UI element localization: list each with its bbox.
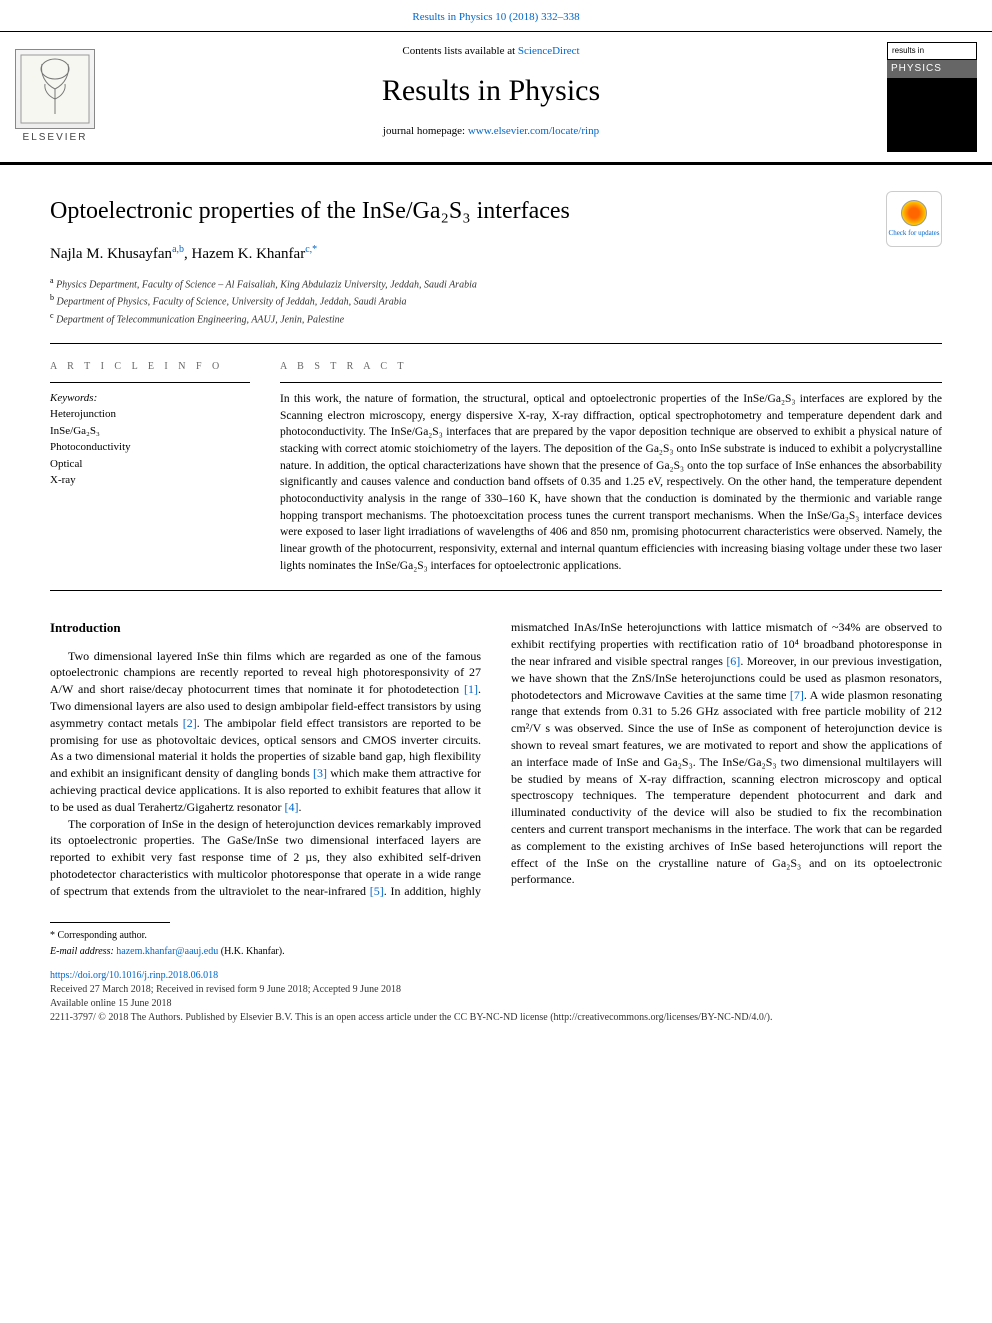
citation-ref[interactable]: [5]	[370, 884, 384, 898]
journal-homepage-link[interactable]: www.elsevier.com/locate/rinp	[468, 125, 599, 137]
available-online-line: Available online 15 June 2018	[50, 997, 942, 1011]
publisher-logo-block: ELSEVIER	[0, 38, 110, 156]
keyword-item: X-ray	[50, 472, 250, 489]
keywords-label: Keywords:	[50, 391, 250, 406]
publisher-name: ELSEVIER	[23, 131, 88, 145]
contents-prefix: Contents lists available at	[402, 45, 517, 57]
keywords-list: HeterojunctionInSe/Ga₂S₃Photoconductivit…	[50, 406, 250, 489]
masthead-center: Contents lists available at ScienceDirec…	[110, 38, 872, 156]
body-paragraph: Two dimensional layered InSe thin films …	[50, 648, 481, 816]
citation-ref[interactable]: [3]	[313, 766, 327, 780]
contents-available-line: Contents lists available at ScienceDirec…	[110, 44, 872, 59]
authors-line: Najla M. Khusayfana,b, Hazem K. Khanfarc…	[50, 243, 942, 265]
running-header: Results in Physics 10 (2018) 332–338	[0, 0, 992, 31]
journal-title: Results in Physics	[110, 70, 872, 112]
journal-cover-block: results in PHYSICS	[872, 38, 992, 156]
cover-top-text: results in	[887, 42, 977, 59]
elsevier-tree-icon	[15, 49, 95, 129]
article-info-column: A R T I C L E I N F O Keywords: Heteroju…	[50, 360, 250, 574]
received-line: Received 27 March 2018; Received in revi…	[50, 983, 942, 997]
email-line: E-mail address: hazem.khanfar@aauj.edu (…	[50, 945, 942, 959]
crossmark-icon	[901, 200, 927, 226]
keyword-item: Photoconductivity	[50, 439, 250, 456]
citation-ref[interactable]: [4]	[285, 800, 299, 814]
affiliation-line: a Physics Department, Faculty of Science…	[50, 275, 942, 292]
email-label: E-mail address:	[50, 946, 116, 957]
citation-ref[interactable]: [2]	[183, 716, 197, 730]
masthead: ELSEVIER Contents lists available at Sci…	[0, 31, 992, 165]
doi-line: https://doi.org/10.1016/j.rinp.2018.06.0…	[50, 969, 942, 983]
check-for-updates-badge[interactable]: Check for updates	[886, 191, 942, 247]
article-title: Optoelectronic properties of the InSe/Ga…	[50, 195, 942, 229]
keyword-item: Heterojunction	[50, 406, 250, 423]
doi-link[interactable]: https://doi.org/10.1016/j.rinp.2018.06.0…	[50, 970, 218, 981]
journal-homepage-line: journal homepage: www.elsevier.com/locat…	[110, 124, 872, 139]
running-header-link[interactable]: Results in Physics 10 (2018) 332–338	[412, 11, 579, 23]
abstract-column: A B S T R A C T In this work, the nature…	[280, 360, 942, 574]
keyword-item: InSe/Ga₂S₃	[50, 423, 250, 440]
divider	[50, 343, 942, 344]
citation-ref[interactable]: [7]	[790, 688, 804, 702]
abstract-text: In this work, the nature of formation, t…	[280, 391, 942, 574]
corresponding-email-link[interactable]: hazem.khanfar@aauj.edu	[116, 946, 218, 957]
copyright-line: 2211-3797/ © 2018 The Authors. Published…	[50, 1011, 942, 1025]
keyword-item: Optical	[50, 456, 250, 473]
citation-ref[interactable]: [1]	[464, 682, 478, 696]
article-body: Introduction Two dimensional layered InS…	[50, 619, 942, 899]
citation-ref[interactable]: [6]	[726, 654, 740, 668]
divider	[50, 590, 942, 591]
check-updates-label: Check for updates	[889, 229, 940, 239]
affiliation-line: c Department of Telecommunication Engine…	[50, 310, 942, 327]
cover-brand-text: PHYSICS	[887, 60, 977, 78]
affiliation-line: b Department of Physics, Faculty of Scie…	[50, 292, 942, 309]
footnote-rule	[50, 922, 170, 923]
abstract-label: A B S T R A C T	[280, 360, 942, 374]
journal-cover: results in PHYSICS	[887, 42, 977, 152]
email-suffix: (H.K. Khanfar).	[218, 946, 284, 957]
homepage-prefix: journal homepage:	[383, 125, 468, 137]
affiliations-block: a Physics Department, Faculty of Science…	[50, 275, 942, 327]
footer: * Corresponding author. E-mail address: …	[0, 910, 992, 1039]
corresponding-author-note: * Corresponding author.	[50, 929, 942, 943]
sciencedirect-link[interactable]: ScienceDirect	[518, 45, 580, 57]
section-heading-introduction: Introduction	[50, 619, 481, 637]
article-info-label: A R T I C L E I N F O	[50, 360, 250, 374]
